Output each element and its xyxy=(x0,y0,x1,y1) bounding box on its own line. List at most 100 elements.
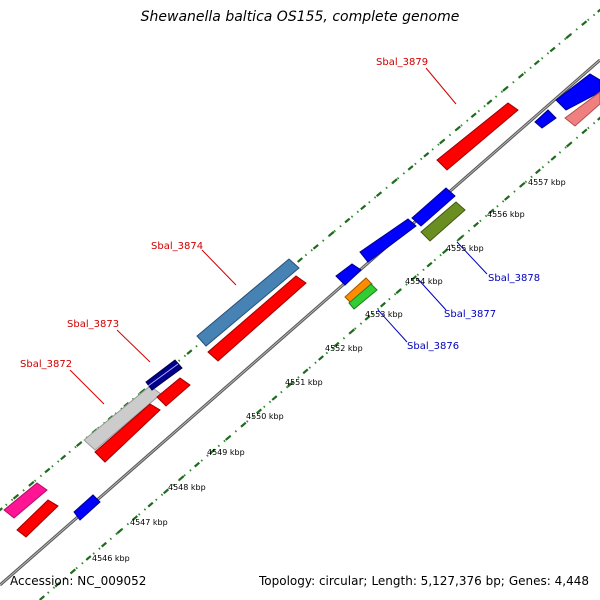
tick-mark xyxy=(423,151,430,158)
tick-label-4557: 4557 kbp xyxy=(528,178,566,187)
tick-mark xyxy=(302,368,309,375)
gene-blue-4[interactable] xyxy=(534,109,557,129)
tick-mark xyxy=(502,86,509,92)
length-text: Length: 5,127,376 bp; xyxy=(371,574,505,588)
tick-mark xyxy=(426,261,433,268)
tick-mark xyxy=(256,408,262,415)
gene-lightpink[interactable] xyxy=(564,91,600,127)
tick-mark xyxy=(333,341,340,348)
gene-sbal-3874[interactable] xyxy=(196,258,300,347)
tick-label-4555: 4555 kbp xyxy=(446,244,484,253)
tick-mark xyxy=(581,128,588,135)
label-sbal-3879: Sbal_3879 xyxy=(376,57,428,68)
gene-red-1[interactable] xyxy=(16,499,59,538)
gene-red-2[interactable] xyxy=(94,403,161,463)
tick-mark xyxy=(442,248,448,255)
tick-mark xyxy=(318,355,324,361)
label-sbal-3876: Sbal_3876 xyxy=(407,341,459,352)
leader-sbal-3876 xyxy=(377,309,408,343)
gene-sbal-3878[interactable] xyxy=(420,201,466,242)
tick-mark xyxy=(364,315,371,321)
tick-mark xyxy=(473,221,479,228)
tick-mark xyxy=(178,475,185,481)
gene-sbal-3877-green[interactable] xyxy=(348,283,378,310)
tick-mark xyxy=(60,454,67,461)
tick-mark xyxy=(533,59,540,66)
tick-mark xyxy=(44,467,51,474)
tick-mark xyxy=(518,73,525,79)
genes-text: Genes: 4,448 xyxy=(508,574,589,588)
lower-major-ticks xyxy=(39,116,600,600)
tick-label-4547: 4547 kbp xyxy=(130,518,168,527)
gene-blue-3[interactable] xyxy=(411,187,456,227)
gene-pink-upper[interactable] xyxy=(3,482,48,519)
tick-mark xyxy=(0,507,4,512)
tick-mark xyxy=(550,155,557,161)
tick-label-4549: 4549 kbp xyxy=(207,448,245,457)
tick-mark xyxy=(28,480,35,487)
tick-mark xyxy=(75,441,82,447)
tick-mark xyxy=(391,178,398,184)
label-sbal-3877: Sbal_3877 xyxy=(444,309,496,320)
tick-mark xyxy=(488,208,495,215)
tick-mark xyxy=(116,528,123,535)
tick-label-4556: 4556 kbp xyxy=(487,210,525,219)
tick-mark xyxy=(344,217,351,224)
tick-mark xyxy=(486,99,493,105)
tick-mark xyxy=(240,421,247,428)
tick-mark xyxy=(139,388,146,395)
tick-mark xyxy=(163,488,169,495)
label-sbal-3878: Sbal_3878 xyxy=(488,273,540,284)
tick-label-4554: 4554 kbp xyxy=(405,277,443,286)
leader-sbal-3872 xyxy=(69,369,105,405)
tick-label-4551: 4551 kbp xyxy=(285,378,323,387)
topology-text: Topology: circular; xyxy=(258,574,368,588)
leader-sbal-3878 xyxy=(456,241,488,275)
tick-mark xyxy=(380,301,386,308)
gene-sbal-3876-orange[interactable] xyxy=(344,277,373,304)
tick-mark xyxy=(271,395,278,401)
tick-mark xyxy=(147,501,154,508)
leader-sbal-3873 xyxy=(116,329,151,363)
tick-mark xyxy=(101,541,107,548)
gene-red-4[interactable] xyxy=(207,275,307,362)
gene-blue-top-right[interactable] xyxy=(555,73,600,111)
tick-mark xyxy=(597,116,600,121)
tick-mark xyxy=(411,275,417,281)
tick-mark xyxy=(85,555,92,561)
tick-mark xyxy=(375,191,382,197)
gene-sbal-3879[interactable] xyxy=(436,102,519,171)
tick-mark xyxy=(549,46,556,53)
tick-mark xyxy=(504,195,510,201)
page-title: Shewanella baltica OS155, complete genom… xyxy=(140,9,460,25)
label-sbal-3874: Sbal_3874 xyxy=(151,241,203,252)
tick-mark xyxy=(519,181,526,188)
tick-mark xyxy=(12,494,19,500)
label-sbal-3872: Sbal_3872 xyxy=(20,359,72,370)
tick-mark xyxy=(54,581,61,588)
tick-mark xyxy=(225,435,231,441)
tick-mark xyxy=(349,328,355,335)
leader-sbal-3874 xyxy=(201,249,237,286)
tick-label-4546: 4546 kbp xyxy=(92,554,130,563)
accession-label: Accession: NC_009052 xyxy=(10,574,147,588)
gene-red-3[interactable] xyxy=(156,377,191,407)
tick-mark xyxy=(581,20,588,26)
tick-mark xyxy=(132,515,138,521)
tick-mark xyxy=(296,257,304,263)
leader-sbal-3877 xyxy=(416,277,447,311)
gene-blue-small-left[interactable] xyxy=(73,494,101,521)
tick-mark xyxy=(287,381,293,388)
tick-mark xyxy=(439,138,446,145)
tick-mark xyxy=(186,349,193,355)
tick-mark xyxy=(596,8,600,13)
gene-blue-2[interactable] xyxy=(359,218,417,263)
gene-blue-1[interactable] xyxy=(335,263,362,286)
tick-label-4553: 4553 kbp xyxy=(365,310,403,319)
leader-sbal-3879 xyxy=(425,67,457,105)
tick-label-4548: 4548 kbp xyxy=(168,483,206,492)
tick-mark xyxy=(470,112,477,119)
tick-mark xyxy=(395,288,402,295)
tick-mark xyxy=(209,448,216,455)
